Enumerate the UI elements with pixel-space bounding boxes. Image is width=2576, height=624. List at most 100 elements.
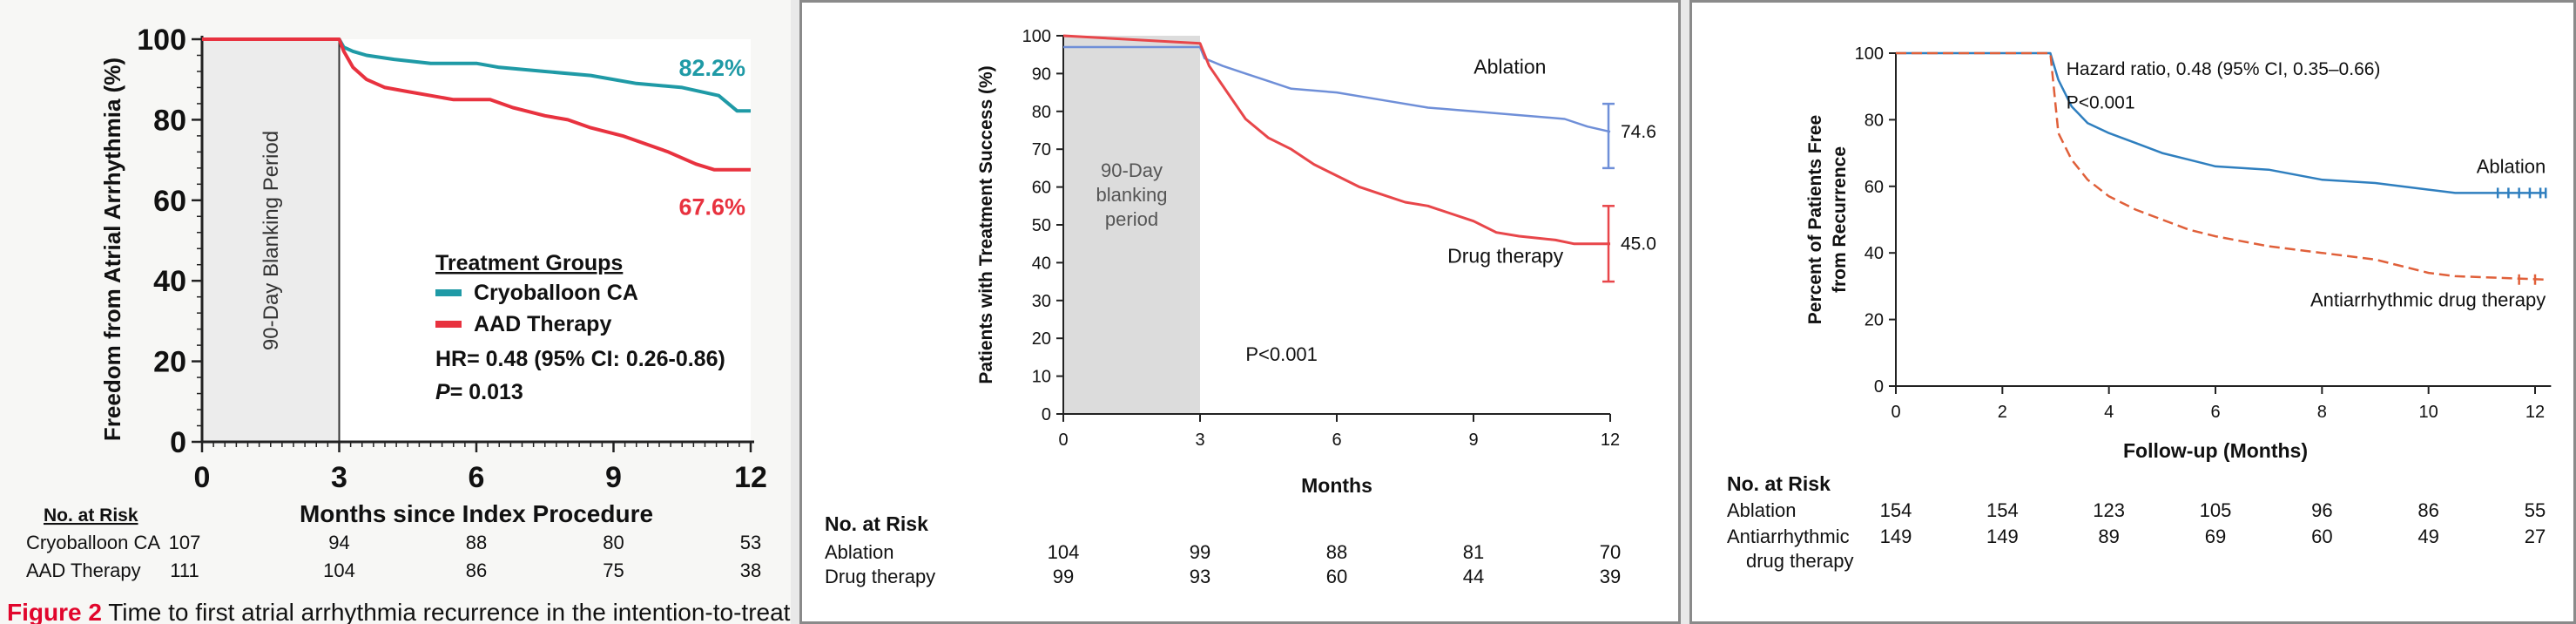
risk-cell: 38 (740, 560, 761, 581)
risk-cell: 93 (1190, 566, 1210, 587)
y-axis-label: Percent of Patients Free (1805, 115, 1825, 324)
y-tick-label: 0 (1874, 377, 1884, 397)
cryoballoon-chart: 90-Day Blanking Period 0 20 40 60 80 100 0 3 6 9 12… (7, 24, 791, 624)
risk-row-label: Ablation (825, 541, 894, 563)
drug-therapy-series-label: Drug therapy (1447, 244, 1563, 267)
p-value-text: P<0.001 (2067, 92, 2135, 112)
p-value-text: P= 0.013 (435, 380, 523, 404)
x-tick-label: 0 (1891, 403, 1900, 422)
risk-cell: 104 (1048, 541, 1080, 563)
y-tick-label: 0 (1042, 405, 1051, 424)
legend-title: Treatment Groups (435, 251, 623, 275)
figure-caption-text: Time to first atrial arrhythmia recurren… (102, 599, 791, 624)
p-value: = 0.013 (450, 380, 523, 404)
aad-end-label: 67.6% (678, 194, 745, 220)
y-tick-label: 80 (1032, 103, 1051, 122)
risk-row-label: AAD Therapy (26, 560, 141, 581)
drug-therapy-series-line (1062, 34, 1610, 246)
figure-caption: Figure 2 Time to first atrial arrhythmia… (7, 599, 791, 624)
risk-cell: 149 (1986, 526, 2019, 547)
risk-cell: 60 (2311, 526, 2332, 547)
risk-cell: 86 (2418, 499, 2438, 521)
series-end-label: 74.6 (1621, 122, 1656, 142)
x-tick-label: 6 (469, 461, 485, 494)
legend-swatch (435, 289, 462, 296)
p-label: P (435, 380, 450, 404)
y-tick-label: 90 (1032, 64, 1051, 84)
risk-cell: 88 (1326, 541, 1347, 563)
risk-row-label: Cryoballoon CA (26, 532, 160, 553)
series-end-label: 45.0 (1621, 234, 1656, 254)
risk-row-label: Antiarrhythmic (1727, 526, 1850, 547)
risk-cell: 99 (1053, 566, 1074, 587)
risk-cell: 149 (1880, 526, 1912, 547)
aad-series-line (1896, 51, 2546, 281)
y-tick-label: 80 (1865, 111, 1884, 130)
x-tick-label: 9 (605, 461, 622, 494)
risk-cell: 49 (2418, 526, 2438, 547)
aad-series-label: Antiarrhythmic drug therapy (2310, 288, 2546, 310)
risk-cell: 86 (466, 560, 487, 581)
x-axis-label: Follow-up (Months) (2123, 439, 2308, 462)
y-tick-label: 100 (137, 24, 186, 57)
risk-cell: 55 (2525, 499, 2546, 521)
risk-cell: 69 (2205, 526, 2226, 547)
risk-cell: 104 (323, 560, 355, 581)
risk-row-label-cont: drug therapy (1746, 550, 1854, 572)
y-tick-label: 20 (1865, 311, 1884, 330)
risk-table-title: No. at Risk (1727, 472, 1831, 495)
x-tick-label: 0 (194, 461, 211, 494)
risk-cell: 44 (1463, 566, 1484, 587)
x-tick-label: 8 (2317, 403, 2327, 422)
blanking-period-label: period (1105, 208, 1158, 230)
blanking-period-label: 90-Day Blanking Period (260, 131, 283, 350)
risk-cell: 27 (2525, 526, 2546, 547)
x-tick-label: 9 (1468, 431, 1478, 450)
legend-swatch (435, 321, 462, 328)
risk-row-label: Drug therapy (825, 566, 935, 587)
hazard-ratio-text: HR= 0.48 (95% CI: 0.26-0.86) (435, 347, 725, 371)
cryoballoon-end-label: 82.2% (678, 55, 745, 81)
y-axis-label: Freedom from Atrial Arrhythmia (%) (99, 58, 125, 441)
treatment-success-chart: 90-Dayblankingperiod01020304050607080901… (825, 27, 1656, 587)
y-tick-label: 30 (1032, 292, 1051, 311)
legend-label: Cryoballoon CA (474, 281, 638, 305)
blanking-period-shade (202, 39, 340, 442)
risk-cell: 89 (2098, 526, 2119, 547)
x-tick-label: 12 (2525, 403, 2545, 422)
blanking-period-shade (1063, 36, 1200, 414)
x-tick-label: 3 (1195, 431, 1204, 450)
risk-cell: 154 (1986, 499, 2019, 521)
risk-cell: 88 (466, 532, 487, 553)
risk-cell: 99 (1190, 541, 1210, 563)
treatment-success-chart-panel: 90-Day blanking period 0 10 20 30 40 50 60 70 80 90 1… (799, 0, 1681, 624)
risk-cell: 96 (2311, 499, 2332, 521)
risk-cell: 94 (328, 532, 349, 553)
risk-row-label: Ablation (1727, 499, 1797, 521)
y-tick-label: 40 (1032, 254, 1051, 273)
risk-table-title: No. at Risk (825, 512, 928, 535)
y-axis-label: from Recurrence (1830, 146, 1850, 293)
risk-cell: 60 (1326, 566, 1347, 587)
risk-cell: 75 (603, 560, 624, 581)
recurrence-free-chart-panel: 0 20 40 60 80 100 0 2 4 6 8 10 12 Follow-up (Months) P… (1689, 0, 2576, 624)
hazard-ratio-text: Hazard ratio, 0.48 (95% CI, 0.35–0.66) (2067, 59, 2381, 79)
y-tick-label: 60 (153, 185, 186, 218)
ablation-series-label: Ablation (2477, 156, 2546, 178)
risk-table-title: No. at Risk (44, 505, 138, 526)
risk-cell: 123 (2093, 499, 2125, 521)
x-tick-label: 12 (1601, 431, 1620, 450)
cryoballoon-chart-panel: 90-Day Blanking Period 0 20 40 60 80 100 0 3 6 9 12… (0, 0, 791, 624)
x-tick-label: 2 (1998, 403, 2007, 422)
ablation-series-line (1896, 51, 2546, 194)
ablation-series-line (1063, 45, 1611, 133)
blanking-period-label: blanking (1096, 184, 1168, 206)
risk-cell: 53 (740, 532, 761, 553)
y-tick-label: 100 (1022, 27, 1051, 46)
blanking-period-label: 90-Day (1101, 159, 1163, 181)
ablation-series-label: Ablation (1473, 55, 1546, 78)
cryoballoon-series-line (202, 37, 751, 113)
x-tick-label: 3 (331, 461, 347, 494)
aad-series-line (202, 37, 751, 172)
figure-caption-label: Figure 2 (7, 599, 102, 624)
